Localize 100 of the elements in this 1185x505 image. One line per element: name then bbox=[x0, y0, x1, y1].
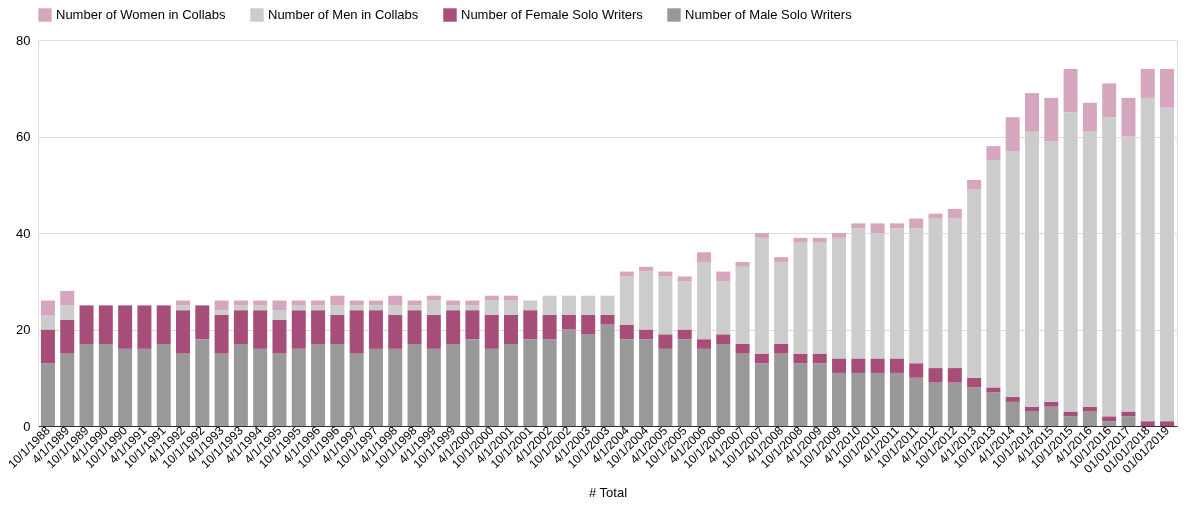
bar bbox=[388, 305, 403, 316]
bar bbox=[677, 281, 692, 330]
bar bbox=[79, 305, 94, 344]
bar bbox=[504, 343, 519, 426]
bar bbox=[716, 281, 731, 335]
bar bbox=[754, 237, 769, 354]
bar bbox=[446, 343, 461, 426]
bar bbox=[832, 358, 847, 373]
bar bbox=[947, 382, 962, 426]
bar bbox=[561, 329, 576, 426]
bar bbox=[658, 334, 673, 349]
bar bbox=[909, 218, 924, 229]
bar bbox=[851, 372, 866, 426]
bar bbox=[291, 310, 306, 349]
y-tick-label: 80 bbox=[16, 32, 31, 48]
bar bbox=[851, 223, 866, 229]
bar bbox=[330, 305, 345, 316]
bar bbox=[754, 353, 769, 364]
bar bbox=[311, 310, 326, 344]
bar bbox=[176, 310, 190, 354]
bar bbox=[1063, 416, 1078, 426]
bar bbox=[581, 334, 596, 426]
bar bbox=[40, 329, 55, 364]
bar bbox=[947, 218, 962, 369]
bar bbox=[368, 310, 383, 349]
bar bbox=[1102, 421, 1117, 426]
bar bbox=[233, 305, 248, 311]
bar bbox=[947, 368, 962, 383]
bar bbox=[1005, 117, 1020, 151]
bar bbox=[407, 310, 422, 344]
bar bbox=[870, 233, 885, 359]
bar bbox=[812, 237, 827, 243]
legend-label: Number of Women in Collabs bbox=[56, 7, 227, 22]
bar bbox=[214, 300, 229, 311]
bar bbox=[1082, 102, 1097, 132]
bar bbox=[658, 276, 673, 335]
bar bbox=[832, 233, 847, 238]
bar bbox=[407, 343, 422, 426]
bar bbox=[967, 377, 982, 388]
bar bbox=[1082, 406, 1097, 412]
bar bbox=[1082, 411, 1097, 426]
bar bbox=[1121, 136, 1136, 412]
bar bbox=[446, 310, 461, 344]
bar bbox=[291, 305, 306, 311]
bar bbox=[388, 295, 403, 306]
bar bbox=[504, 295, 519, 301]
bar bbox=[523, 310, 538, 340]
bar bbox=[426, 300, 441, 316]
bar bbox=[98, 343, 113, 426]
bar bbox=[98, 305, 113, 344]
bar bbox=[812, 353, 827, 364]
bar bbox=[735, 353, 750, 426]
bar bbox=[1025, 131, 1039, 407]
bar bbox=[349, 305, 364, 311]
bar bbox=[793, 237, 808, 243]
bar bbox=[909, 363, 924, 378]
bar bbox=[137, 305, 152, 349]
bar bbox=[928, 218, 943, 369]
bar bbox=[1005, 150, 1020, 398]
bar bbox=[696, 348, 711, 426]
legend-label: Number of Female Solo Writers bbox=[461, 7, 644, 22]
bar bbox=[233, 310, 248, 344]
bar bbox=[349, 353, 364, 426]
bar bbox=[137, 348, 152, 426]
bar bbox=[40, 363, 55, 426]
bar bbox=[484, 315, 499, 349]
bar bbox=[812, 363, 827, 426]
bar bbox=[851, 228, 866, 359]
bar bbox=[118, 348, 133, 426]
bar bbox=[986, 160, 1001, 388]
x-axis-title: # Total bbox=[588, 485, 628, 501]
bar bbox=[774, 343, 789, 354]
bar bbox=[40, 315, 55, 330]
bar bbox=[561, 315, 576, 330]
bar bbox=[349, 310, 364, 354]
bar bbox=[233, 343, 248, 426]
bar bbox=[1005, 397, 1020, 402]
bar bbox=[986, 392, 1001, 426]
bar bbox=[696, 261, 711, 340]
bar bbox=[581, 295, 596, 316]
bar bbox=[832, 372, 847, 426]
bar bbox=[1063, 68, 1078, 113]
bar bbox=[465, 310, 480, 340]
bar bbox=[195, 305, 210, 340]
bar bbox=[619, 339, 634, 426]
bar bbox=[118, 305, 133, 349]
bar bbox=[195, 339, 210, 426]
bar bbox=[1160, 107, 1175, 422]
bar bbox=[272, 310, 287, 320]
bar bbox=[812, 242, 827, 354]
bar bbox=[156, 305, 171, 344]
bar bbox=[330, 343, 345, 426]
bar bbox=[1044, 401, 1059, 407]
bar bbox=[484, 348, 499, 426]
bar bbox=[79, 343, 94, 426]
bar bbox=[253, 348, 268, 426]
bar bbox=[928, 382, 943, 426]
bar bbox=[426, 295, 441, 301]
bar bbox=[696, 252, 711, 262]
bar bbox=[928, 213, 943, 219]
